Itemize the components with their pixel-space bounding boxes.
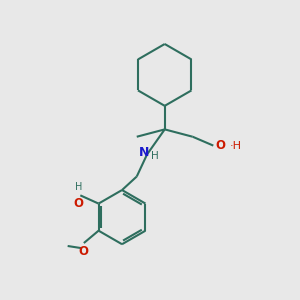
- Text: H: H: [75, 182, 82, 192]
- Text: O: O: [74, 197, 84, 210]
- Text: O: O: [79, 245, 89, 258]
- Text: N: N: [139, 146, 149, 159]
- Text: O: O: [216, 139, 226, 152]
- Text: ·H: ·H: [230, 141, 242, 151]
- Text: H: H: [152, 151, 159, 161]
